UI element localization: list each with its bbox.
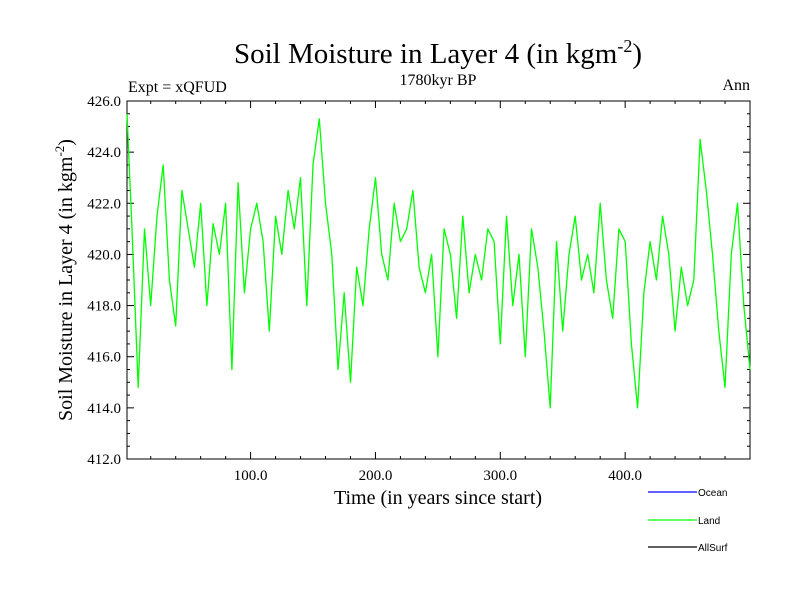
y-tick-label: 424.0: [87, 145, 121, 161]
x-tick-label: 200.0: [359, 468, 393, 484]
y-axis-label: Soil Moisture in Layer 4 (in kgm-2): [52, 139, 77, 421]
season-label: Ann: [722, 77, 750, 94]
y-tick-label: 416.0: [87, 350, 121, 366]
y-tick-label: 412.0: [87, 452, 121, 468]
y-axis-ticks: 412.0 414.0 416.0 418.0 420.0 422.0 424.0 426.0: [87, 94, 750, 468]
y-tick-label: 426.0: [87, 94, 121, 110]
y-tick-label: 418.0: [87, 299, 121, 315]
experiment-label: Expt = xQFUD: [128, 79, 227, 96]
legend-label-ocean: Ocean: [698, 488, 727, 499]
y-tick-label: 420.0: [87, 247, 121, 263]
x-tick-label: 300.0: [483, 468, 517, 484]
y-tick-label: 422.0: [87, 196, 121, 212]
legend-label-allsurf: AllSurf: [698, 543, 728, 554]
y-tick-label: 414.0: [87, 401, 121, 417]
x-axis-ticks: 100.0 200.0 300.0 400.0: [150, 101, 726, 484]
x-tick-label: 400.0: [608, 468, 642, 484]
series-line-land: [126, 113, 751, 409]
chart-subtitle: 1780kyr BP: [400, 72, 477, 89]
chart-title: Soil Moisture in Layer 4 (in kgm-2): [234, 36, 642, 70]
x-axis-label: Time (in years since start): [334, 487, 542, 509]
x-tick-label: 100.0: [234, 468, 268, 484]
legend-label-land: Land: [698, 516, 720, 527]
legend: Ocean Land AllSurf: [648, 488, 728, 554]
